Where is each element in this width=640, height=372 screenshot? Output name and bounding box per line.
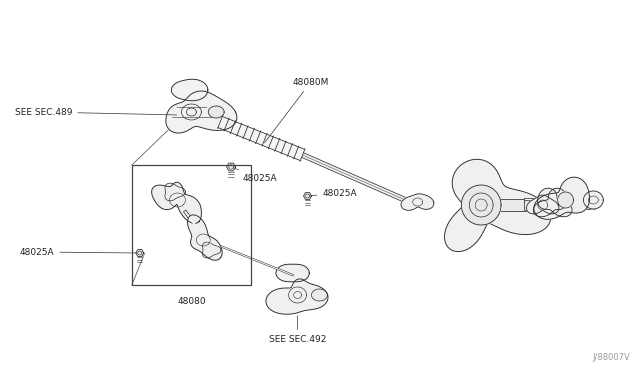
Polygon shape — [534, 177, 589, 219]
Polygon shape — [202, 242, 221, 258]
Text: 48025A: 48025A — [20, 247, 137, 257]
Polygon shape — [227, 163, 236, 171]
Polygon shape — [166, 91, 237, 133]
Polygon shape — [172, 79, 208, 101]
Polygon shape — [188, 215, 222, 260]
Text: 48025A: 48025A — [234, 168, 278, 183]
Text: SEE SEC.489: SEE SEC.489 — [15, 108, 177, 116]
Polygon shape — [165, 183, 186, 201]
Polygon shape — [152, 182, 202, 224]
Polygon shape — [266, 279, 328, 314]
Polygon shape — [276, 264, 309, 282]
Polygon shape — [557, 201, 595, 209]
Polygon shape — [301, 153, 411, 204]
Text: 48080M: 48080M — [264, 77, 329, 143]
Bar — [132, 165, 251, 285]
Polygon shape — [219, 120, 227, 127]
Text: SEE SEC.492: SEE SEC.492 — [269, 316, 326, 344]
Text: 48025A: 48025A — [310, 189, 357, 198]
Polygon shape — [527, 195, 559, 214]
Polygon shape — [312, 289, 328, 301]
Polygon shape — [538, 188, 572, 217]
Text: J/88007V: J/88007V — [593, 353, 630, 362]
Polygon shape — [501, 199, 556, 211]
Polygon shape — [445, 159, 551, 251]
Polygon shape — [401, 194, 434, 210]
Polygon shape — [584, 191, 604, 209]
Polygon shape — [218, 116, 305, 161]
Polygon shape — [136, 250, 144, 256]
Text: 48080: 48080 — [177, 297, 205, 306]
Polygon shape — [557, 192, 573, 208]
Polygon shape — [303, 193, 312, 199]
Polygon shape — [208, 106, 224, 118]
Polygon shape — [461, 185, 501, 225]
Bar — [524, 200, 538, 210]
Polygon shape — [533, 188, 568, 217]
